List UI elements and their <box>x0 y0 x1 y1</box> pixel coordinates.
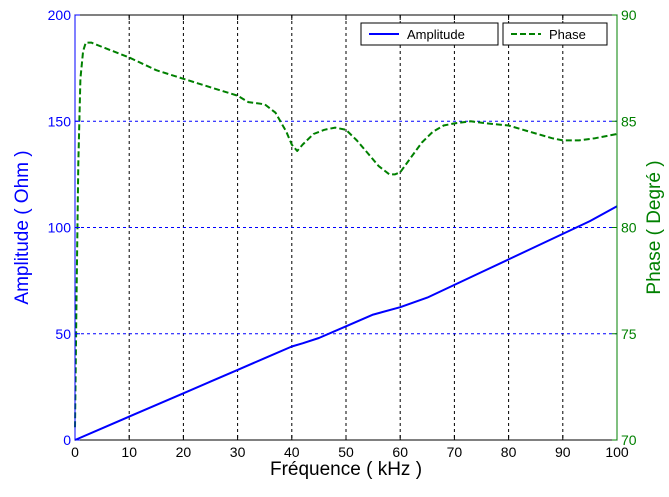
legend-box <box>502 22 608 46</box>
x-tick-label: 60 <box>392 444 408 460</box>
legend-label-phase: Phase <box>549 27 586 42</box>
x-tick-label: 10 <box>121 444 137 460</box>
y2-tick-label: 80 <box>621 220 637 236</box>
series-line-phase <box>74 41 618 428</box>
y-tick-label: 200 <box>48 7 72 23</box>
y2-tick-label: 85 <box>621 113 637 129</box>
grid <box>75 15 617 440</box>
x-tick-label: 40 <box>284 444 300 460</box>
x-axis-title: Fréquence ( kHz ) <box>270 459 422 480</box>
x-tick-label: 80 <box>501 444 517 460</box>
legend-label-amplitude: Amplitude <box>407 27 465 42</box>
y-axis-title: Amplitude ( Ohm ) <box>12 150 33 304</box>
ticks: 0 10 20 30 40 50 60 70 80 90 100 0 50 100 150 200 70 75 80… <box>48 7 637 460</box>
y-tick-label: 0 <box>63 432 71 448</box>
x-tick-label: 50 <box>338 444 354 460</box>
y2-tick-label: 90 <box>621 7 637 23</box>
series-layer <box>74 41 618 441</box>
x-tick-label: 90 <box>555 444 571 460</box>
x-tick-label: 0 <box>71 444 79 460</box>
x-tick-label: 100 <box>605 444 629 460</box>
x-tick-label: 30 <box>230 444 246 460</box>
y2-axis-title: Phase ( Degré ) <box>644 160 665 294</box>
legend-box <box>360 22 499 46</box>
y2-tick-label: 75 <box>621 326 637 342</box>
x-tick-label: 20 <box>176 444 192 460</box>
y-tick-label: 100 <box>48 220 72 236</box>
x-tick-label: 70 <box>447 444 463 460</box>
y-tick-label: 150 <box>48 113 72 129</box>
series-line-amplitude <box>74 205 618 441</box>
y-tick-label: 50 <box>55 326 71 342</box>
legend: Amplitude Phase <box>360 22 608 46</box>
y2-tick-label: 70 <box>621 432 637 448</box>
